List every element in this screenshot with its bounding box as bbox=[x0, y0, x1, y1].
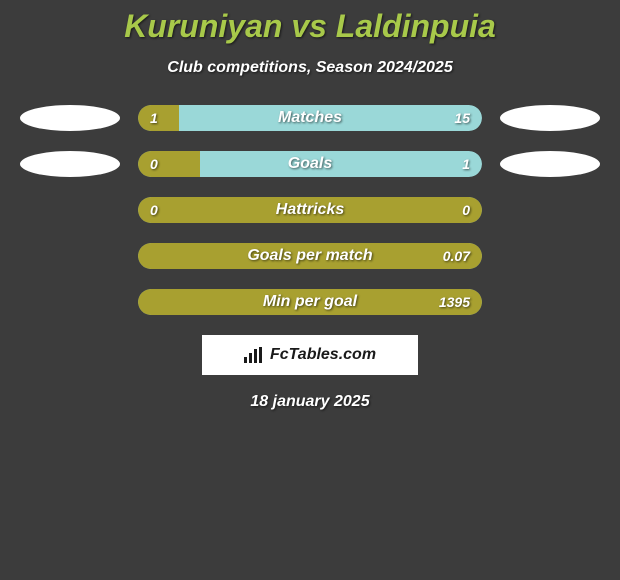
stat-label: Min per goal bbox=[263, 293, 357, 311]
stat-right-value: 0 bbox=[462, 202, 470, 218]
date-text: 18 january 2025 bbox=[0, 393, 620, 411]
bar-hattricks: 0 Hattricks 0 bbox=[138, 197, 482, 223]
stat-label: Hattricks bbox=[276, 201, 344, 219]
brand-text: FcTables.com bbox=[270, 346, 376, 364]
bar-left-fill bbox=[138, 151, 200, 177]
stat-label: Matches bbox=[278, 109, 342, 127]
stat-left-value: 0 bbox=[150, 156, 158, 172]
avatar-spacer bbox=[500, 243, 600, 269]
stat-row-matches: 1 Matches 15 bbox=[0, 105, 620, 131]
brand-badge: FcTables.com bbox=[202, 335, 418, 375]
player1-avatar bbox=[20, 105, 120, 131]
avatar-spacer bbox=[500, 289, 600, 315]
avatar-spacer bbox=[20, 197, 120, 223]
bar-left-fill bbox=[138, 105, 179, 131]
comparison-title: Kuruniyan vs Laldinpuia bbox=[0, 0, 620, 45]
stat-left-value: 0 bbox=[150, 202, 158, 218]
avatar-spacer bbox=[20, 289, 120, 315]
comparison-chart: 1 Matches 15 0 Goals 1 0 Hattricks 0 bbox=[0, 105, 620, 315]
player2-avatar bbox=[500, 105, 600, 131]
stat-row-gpm: Goals per match 0.07 bbox=[0, 243, 620, 269]
stat-right-value: 1 bbox=[462, 156, 470, 172]
stat-label: Goals per match bbox=[247, 247, 372, 265]
player1-avatar bbox=[20, 151, 120, 177]
stat-left-value: 1 bbox=[150, 110, 158, 126]
bar-goals: 0 Goals 1 bbox=[138, 151, 482, 177]
stat-right-value: 1395 bbox=[439, 294, 470, 310]
bar-gpm: Goals per match 0.07 bbox=[138, 243, 482, 269]
stat-row-goals: 0 Goals 1 bbox=[0, 151, 620, 177]
stat-row-hattricks: 0 Hattricks 0 bbox=[0, 197, 620, 223]
stat-label: Goals bbox=[288, 155, 332, 173]
avatar-spacer bbox=[500, 197, 600, 223]
stat-row-mpg: Min per goal 1395 bbox=[0, 289, 620, 315]
comparison-subtitle: Club competitions, Season 2024/2025 bbox=[0, 59, 620, 77]
player2-avatar bbox=[500, 151, 600, 177]
bars-icon bbox=[244, 347, 264, 363]
bar-matches: 1 Matches 15 bbox=[138, 105, 482, 131]
bar-mpg: Min per goal 1395 bbox=[138, 289, 482, 315]
stat-right-value: 15 bbox=[454, 110, 470, 126]
stat-right-value: 0.07 bbox=[443, 248, 470, 264]
avatar-spacer bbox=[20, 243, 120, 269]
